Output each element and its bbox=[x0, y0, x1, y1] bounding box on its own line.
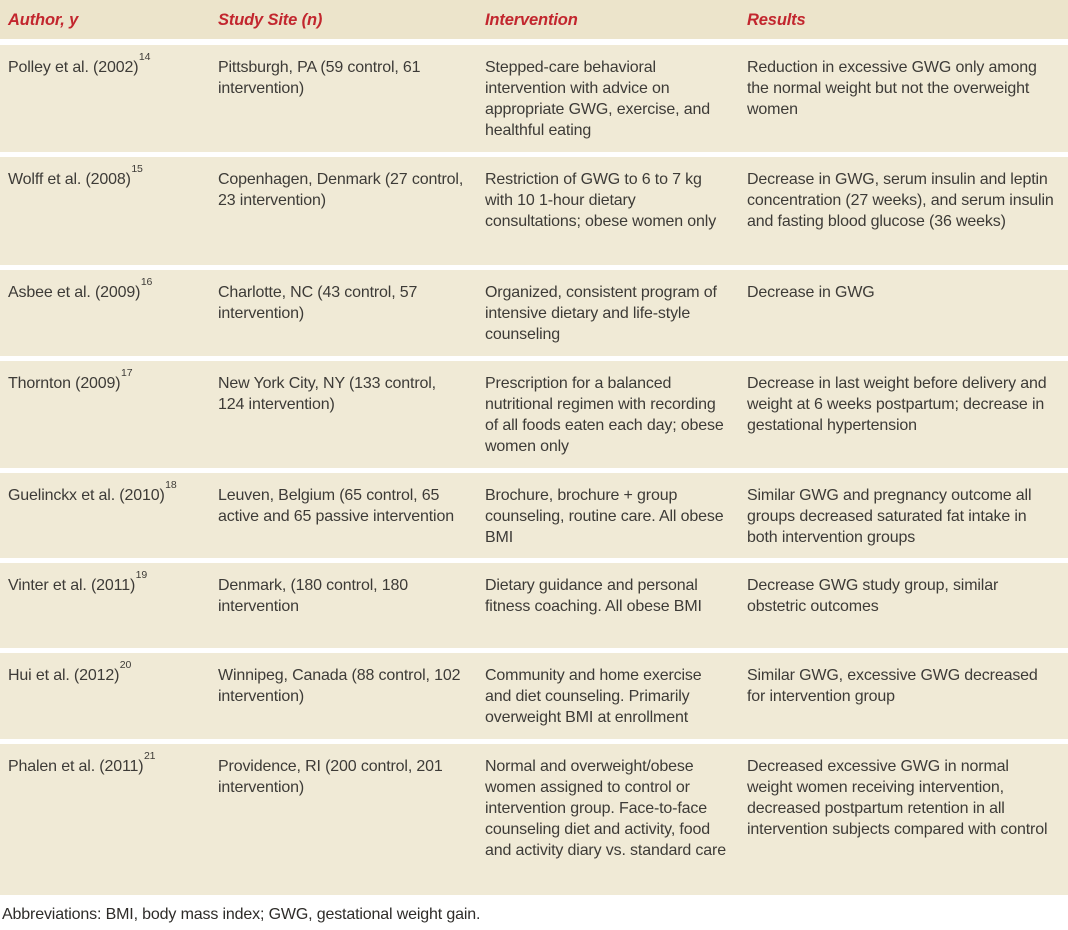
study-site-cell: Copenhagen, Denmark (27 control, 23 inte… bbox=[218, 171, 464, 209]
study-site-cell: Winnipeg, Canada (88 control, 102 interv… bbox=[218, 667, 461, 705]
author-cell: Polley et al. (2002)14 bbox=[0, 45, 210, 152]
intervention-cell: Brochure, brochure + group counseling, r… bbox=[485, 487, 724, 546]
author-cell: Hui et al. (2012)20 bbox=[0, 653, 210, 739]
abbreviations-note: Abbreviations: BMI, body mass index; GWG… bbox=[0, 895, 1068, 925]
column-header-intervention: Intervention bbox=[485, 11, 578, 29]
citation-ref: 21 bbox=[143, 750, 156, 763]
author-name: Thornton (2009) bbox=[8, 375, 121, 392]
intervention-cell: Prescription for a balanced nutritional … bbox=[485, 375, 724, 455]
table-row-asbee: Asbee et al. (2009)16 Charlotte, NC (43 … bbox=[0, 270, 1068, 356]
citation-ref: 17 bbox=[121, 367, 133, 380]
author-name: Vinter et al. (2011) bbox=[8, 577, 136, 594]
table-row-hui: Hui et al. (2012)20 Winnipeg, Canada (88… bbox=[0, 653, 1068, 739]
intervention-cell: Community and home exercise and diet cou… bbox=[485, 667, 702, 726]
study-site-cell: Providence, RI (200 control, 201 interve… bbox=[218, 758, 443, 796]
results-cell: Similar GWG, excessive GWG decreased for… bbox=[747, 667, 1038, 705]
citation-ref: 14 bbox=[138, 51, 151, 64]
citation-ref: 20 bbox=[119, 659, 132, 672]
intervention-cell: Dietary guidance and personal fitness co… bbox=[485, 577, 702, 615]
study-site-cell: Pittsburgh, PA (59 control, 61 intervent… bbox=[218, 59, 421, 97]
results-cell: Similar GWG and pregnancy outcome all gr… bbox=[747, 487, 1032, 546]
table-row-vinter: Vinter et al. (2011)19 Denmark, (180 con… bbox=[0, 563, 1068, 648]
author-name: Asbee et al. (2009) bbox=[8, 284, 141, 301]
intervention-cell: Organized, consistent program of intensi… bbox=[485, 284, 717, 343]
citation-ref: 18 bbox=[165, 479, 177, 492]
table-header-row: Author, y Study Site (n) Intervention Re… bbox=[0, 0, 1068, 39]
author-cell: Wolff et al. (2008)15 bbox=[0, 157, 210, 265]
study-site-cell: Denmark, (180 control, 180 intervention bbox=[218, 577, 408, 615]
intervention-cell: Restriction of GWG to 6 to 7 kg with 10 … bbox=[485, 171, 717, 230]
intervention-cell: Normal and overweight/obese women assign… bbox=[485, 758, 726, 859]
author-name: Wolff et al. (2008) bbox=[8, 171, 131, 188]
author-name: Guelinckx et al. (2010) bbox=[8, 487, 165, 504]
author-cell: Phalen et al. (2011)21 bbox=[0, 744, 210, 895]
author-name: Hui et al. (2012) bbox=[8, 667, 120, 684]
column-header-study-site: Study Site (n) bbox=[218, 11, 323, 29]
author-name: Polley et al. (2002) bbox=[8, 59, 139, 76]
author-cell: Vinter et al. (2011)19 bbox=[0, 563, 210, 648]
intervention-cell: Stepped-care behavioral intervention wit… bbox=[485, 59, 710, 139]
results-cell: Decreased excessive GWG in normal weight… bbox=[747, 758, 1048, 838]
table-row-phalen: Phalen et al. (2011)21 Providence, RI (2… bbox=[0, 744, 1068, 895]
results-cell: Decrease in GWG, serum insulin and lepti… bbox=[747, 171, 1054, 230]
table-row-guelinckx: Guelinckx et al. (2010)18 Leuven, Belgiu… bbox=[0, 473, 1068, 558]
author-name: Phalen et al. (2011) bbox=[8, 758, 144, 775]
citation-ref: 19 bbox=[135, 569, 148, 582]
study-site-cell: New York City, NY (133 control, 124 inte… bbox=[218, 375, 436, 413]
results-cell: Reduction in excessive GWG only among th… bbox=[747, 59, 1037, 118]
table-row-polley: Polley et al. (2002)14 Pittsburgh, PA (5… bbox=[0, 45, 1068, 152]
results-cell: Decrease in last weight before delivery … bbox=[747, 375, 1047, 434]
study-site-cell: Leuven, Belgium (65 control, 65 active a… bbox=[218, 487, 454, 525]
results-cell: Decrease in GWG bbox=[747, 284, 875, 301]
table-row-wolff: Wolff et al. (2008)15 Copenhagen, Denmar… bbox=[0, 157, 1068, 265]
table-row-thornton: Thornton (2009)17 New York City, NY (133… bbox=[0, 361, 1068, 468]
studies-table: Author, y Study Site (n) Intervention Re… bbox=[0, 0, 1068, 895]
author-cell: Asbee et al. (2009)16 bbox=[0, 270, 210, 356]
citation-ref: 15 bbox=[131, 163, 143, 176]
study-site-cell: Charlotte, NC (43 control, 57 interventi… bbox=[218, 284, 418, 322]
author-cell: Thornton (2009)17 bbox=[0, 361, 210, 468]
citation-ref: 16 bbox=[140, 276, 153, 289]
column-header-results: Results bbox=[747, 11, 806, 29]
author-cell: Guelinckx et al. (2010)18 bbox=[0, 473, 210, 558]
results-cell: Decrease GWG study group, similar obstet… bbox=[747, 577, 999, 615]
column-header-author: Author, y bbox=[8, 11, 79, 29]
